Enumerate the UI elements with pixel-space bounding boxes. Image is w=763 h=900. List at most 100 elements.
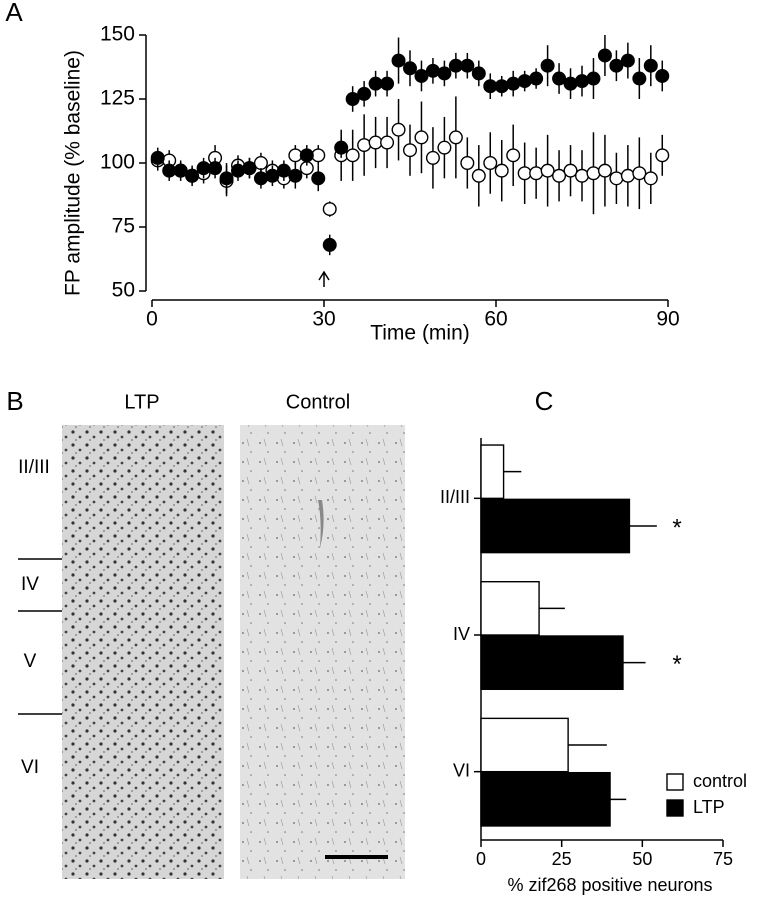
layer-label: IV <box>21 574 39 595</box>
legend-swatch <box>666 799 684 817</box>
data-point <box>437 66 452 81</box>
data-point <box>242 161 257 176</box>
bar <box>480 581 540 636</box>
data-point <box>253 171 268 186</box>
data-point <box>540 58 555 73</box>
data-point <box>437 140 452 155</box>
data-point <box>380 135 395 150</box>
data-point <box>563 163 578 178</box>
data-point <box>460 155 475 170</box>
data-point <box>173 163 188 178</box>
y-axis-label: FP amplitude (% baseline) <box>62 50 85 296</box>
data-point <box>575 168 590 183</box>
panel-label: A <box>5 0 23 27</box>
data-point <box>425 150 440 165</box>
data-point <box>299 148 314 163</box>
data-point <box>563 76 578 91</box>
data-point <box>150 150 165 165</box>
data-point <box>586 71 601 86</box>
bar <box>480 635 624 690</box>
x-tick-label: 75 <box>713 849 733 869</box>
data-point <box>460 58 475 73</box>
data-point <box>357 86 372 101</box>
x-axis-label: % zif268 positive neurons <box>507 875 712 895</box>
data-point <box>230 163 245 178</box>
category-label: II/III <box>440 487 470 507</box>
ltp-micrograph <box>62 425 224 879</box>
data-point <box>517 166 532 181</box>
x-tick-label: 25 <box>552 849 572 869</box>
x-tick-label: 50 <box>632 849 652 869</box>
data-point <box>494 79 509 94</box>
vessel <box>318 500 324 548</box>
data-point <box>185 168 200 183</box>
data-point <box>208 161 223 176</box>
data-point <box>391 53 406 68</box>
data-point <box>620 53 635 68</box>
data-point <box>529 71 544 86</box>
data-point <box>517 74 532 89</box>
data-point <box>288 168 303 183</box>
data-point <box>552 168 567 183</box>
data-point <box>391 122 406 137</box>
x-tick-label: 0 <box>146 308 158 331</box>
data-point <box>552 71 567 86</box>
data-point <box>471 168 486 183</box>
data-point <box>529 166 544 181</box>
bar <box>480 444 505 500</box>
x-tick-label: 60 <box>484 308 507 331</box>
data-point <box>643 171 658 186</box>
significance-mark: * <box>672 651 681 678</box>
x-tick-label: 90 <box>656 308 679 331</box>
layer-label: VI <box>21 757 39 778</box>
data-point <box>506 148 521 163</box>
data-point <box>345 148 360 163</box>
y-tick-label: 50 <box>112 279 135 302</box>
data-point <box>471 66 486 81</box>
data-point <box>253 155 268 170</box>
data-point <box>483 79 498 94</box>
data-point <box>322 202 337 217</box>
layer-label: II/III <box>18 457 50 478</box>
significance-mark: * <box>672 514 681 541</box>
legend-label: LTP <box>693 797 725 817</box>
data-point <box>311 171 326 186</box>
data-point <box>403 143 418 158</box>
y-tick-label: 125 <box>100 87 135 110</box>
data-point <box>368 76 383 91</box>
data-point <box>403 61 418 76</box>
data-point <box>620 168 635 183</box>
data-point <box>448 130 463 145</box>
bar <box>480 717 569 773</box>
data-point <box>586 166 601 181</box>
bar <box>480 771 611 827</box>
data-point <box>334 140 349 155</box>
y-tick-label: 75 <box>112 215 135 238</box>
data-point <box>196 161 211 176</box>
category-label: IV <box>453 624 470 644</box>
data-point <box>483 155 498 170</box>
y-tick-label: 150 <box>100 23 135 46</box>
category-label: VI <box>453 760 470 780</box>
data-point <box>506 76 521 91</box>
data-point <box>162 163 177 178</box>
bar <box>480 498 631 554</box>
data-point <box>311 148 326 163</box>
data-point <box>425 63 440 78</box>
data-point <box>597 163 612 178</box>
panel-label: C <box>535 386 554 416</box>
image-title: LTP <box>124 391 159 413</box>
data-point <box>414 130 429 145</box>
x-tick-label: 0 <box>476 849 486 869</box>
legend-swatch <box>666 773 684 791</box>
stimulus-arrow <box>318 270 330 287</box>
data-point <box>288 148 303 163</box>
image-title: Control <box>286 391 350 413</box>
data-point <box>575 74 590 89</box>
data-point <box>540 163 555 178</box>
data-point <box>632 71 647 86</box>
x-tick-label: 30 <box>312 308 335 331</box>
y-tick-label: 100 <box>100 151 135 174</box>
data-point <box>345 91 360 106</box>
